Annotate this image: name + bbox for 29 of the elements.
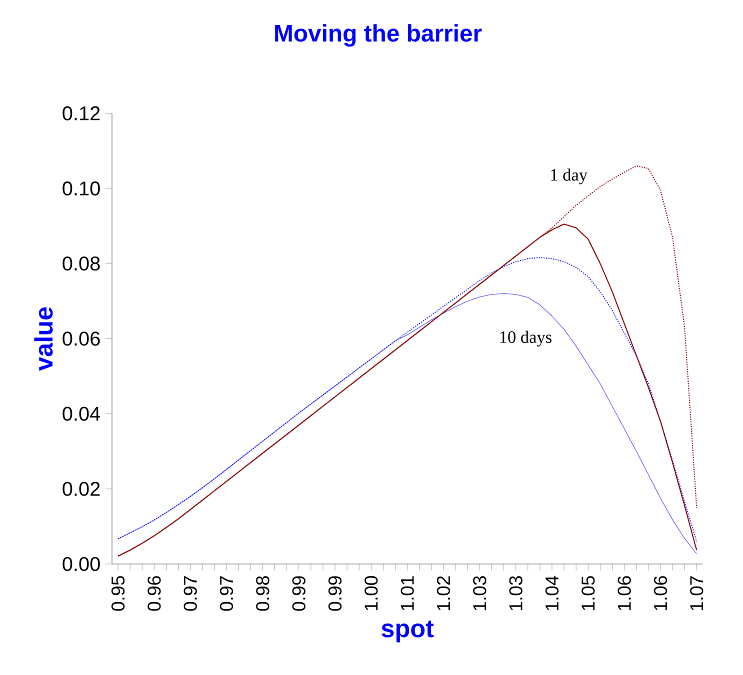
x-axis-title: spot [382, 620, 434, 642]
x-tick-label: 0.99 [292, 576, 306, 611]
x-tick-label: 1.07 [690, 576, 704, 610]
x-tick-label: 0.97 [220, 576, 234, 611]
x-tick-label: 0.95 [111, 576, 125, 611]
annotation: 10 days [500, 330, 552, 347]
y-tick-label: 0.00 [62, 556, 100, 572]
x-tick-label: 0.99 [328, 576, 342, 611]
x-tick-label: 1.01 [400, 576, 414, 610]
x-tick-label: 1.00 [364, 576, 378, 610]
y-tick-label: 0.10 [62, 181, 100, 196]
x-tick-label: 1.06 [654, 576, 668, 610]
y-axis-title: value [34, 307, 53, 371]
x-tick-label: 1.06 [618, 576, 631, 610]
x-tick-label: 1.04 [545, 576, 559, 610]
y-tick-label: 0.02 [62, 482, 100, 496]
x-tick-label: 1.02 [436, 576, 450, 610]
x-tick-label: 1.05 [582, 576, 595, 610]
x-tick-label: 1.03 [473, 576, 486, 610]
x-tick-label: 1.03 [509, 576, 522, 610]
chart-title: Moving the barrier [275, 24, 482, 47]
y-tick-label: 0.06 [62, 332, 100, 346]
x-tick-label: 0.98 [256, 576, 270, 611]
y-tick-label: 0.08 [62, 256, 100, 271]
annotation: 1 day [551, 168, 588, 184]
x-tick-label: 0.96 [148, 576, 161, 611]
y-tick-label: 0.04 [62, 406, 100, 421]
y-tick-label: 0.12 [62, 106, 100, 120]
x-tick-label: 0.97 [184, 576, 197, 611]
